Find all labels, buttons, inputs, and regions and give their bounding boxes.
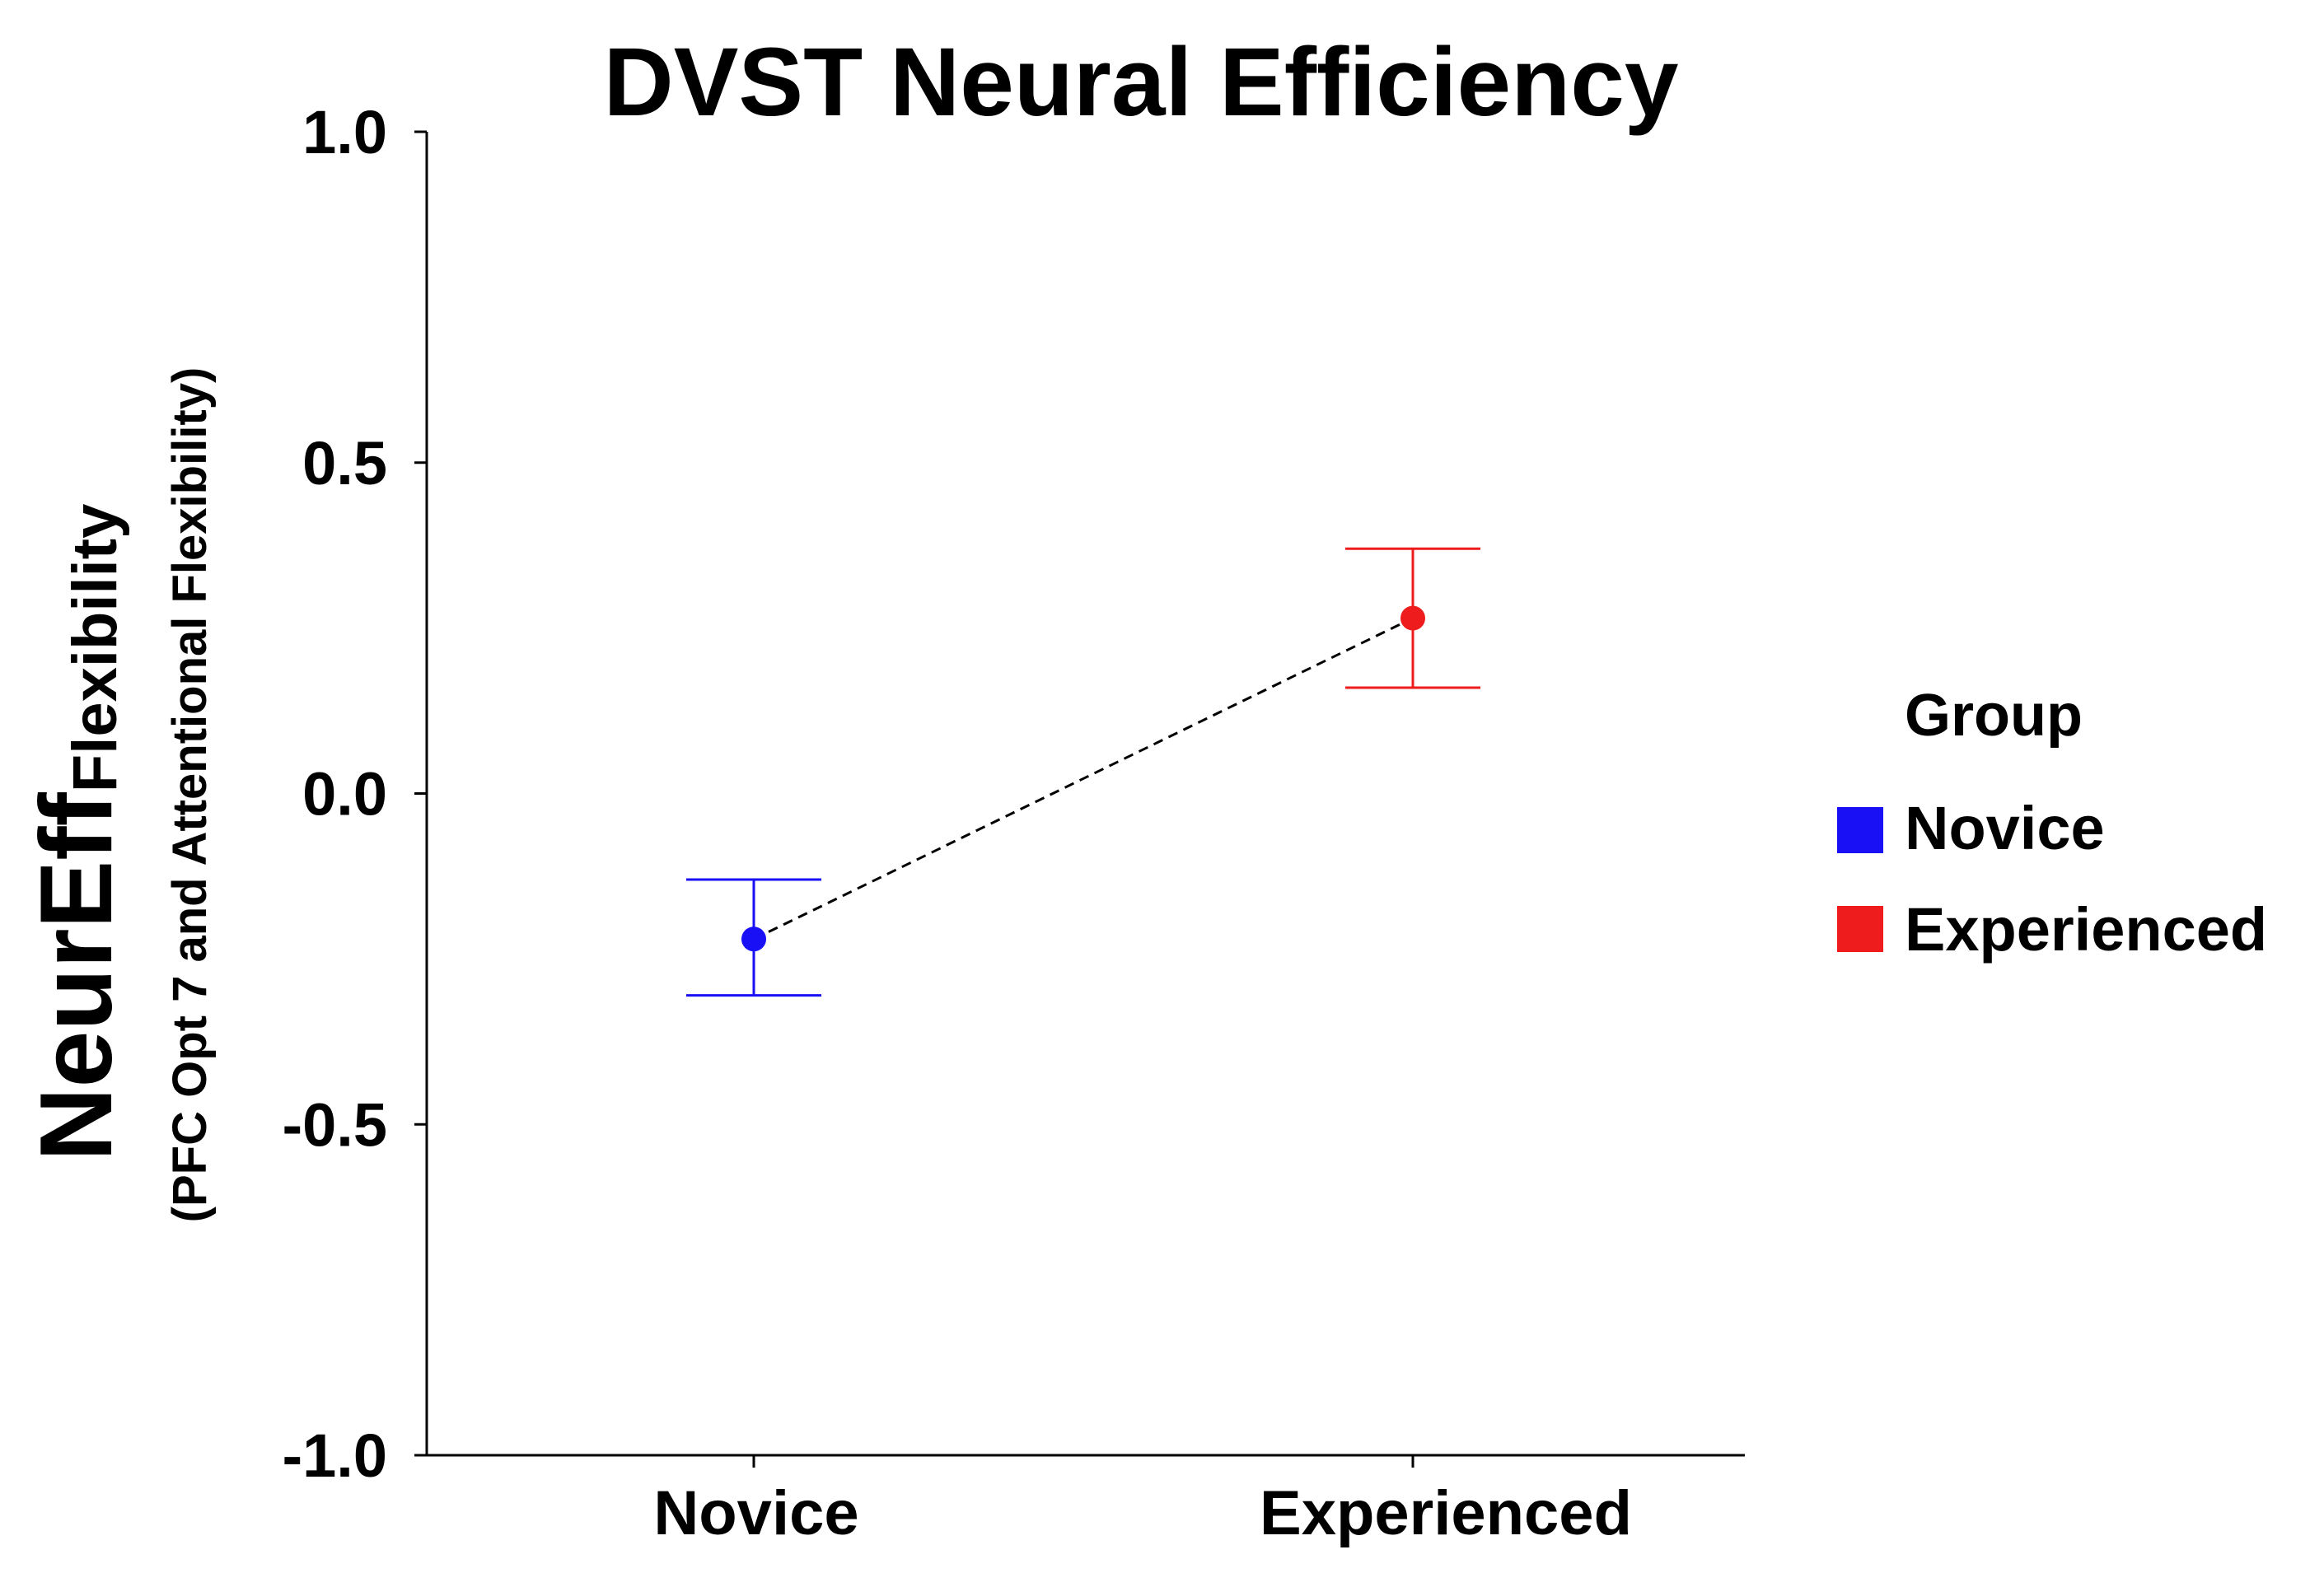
- point-novice: [741, 927, 766, 952]
- y-tick-label: 0.0: [302, 760, 387, 829]
- legend-label-experienced: Experienced: [1905, 895, 2267, 964]
- x-tick-label-experienced: Experienced: [1260, 1478, 1632, 1548]
- y-tick-label: -0.5: [282, 1090, 387, 1159]
- x-tick-label-novice: Novice: [653, 1478, 858, 1548]
- chart-title: DVST Neural Efficiency: [604, 28, 1679, 137]
- series-novice: [686, 878, 821, 997]
- y-axis-label-main: NeurEff: [20, 791, 133, 1161]
- svg-text:NeurEffFlexibility: NeurEffFlexibility: [20, 504, 133, 1161]
- y-axis-label: NeurEffFlexibility: [20, 504, 133, 1161]
- point-experienced: [1400, 605, 1425, 631]
- legend-title: Group: [1905, 683, 2083, 749]
- y-axis-label-subscript: Flexibility: [60, 504, 130, 793]
- y-ticks: 1.0 0.5 0.0 -0.5 -1.0: [282, 98, 427, 1490]
- y-tick-label: -1.0: [282, 1421, 387, 1490]
- legend: Group Novice Experienced: [1837, 683, 2267, 964]
- y-tick-label: 0.5: [302, 429, 387, 497]
- legend-swatch-novice: [1837, 807, 1883, 853]
- y-axis-label-detail-group: (PFC Opt 7 and Attentional Flexibility): [163, 367, 217, 1223]
- connector-line: [753, 617, 1414, 941]
- legend-swatch-experienced: [1837, 906, 1883, 952]
- y-axis-label-detail: (PFC Opt 7 and Attentional Flexibility): [163, 367, 217, 1223]
- y-tick-label: 1.0: [302, 98, 387, 166]
- legend-label-novice: Novice: [1905, 794, 2105, 862]
- series-experienced: [1345, 547, 1480, 689]
